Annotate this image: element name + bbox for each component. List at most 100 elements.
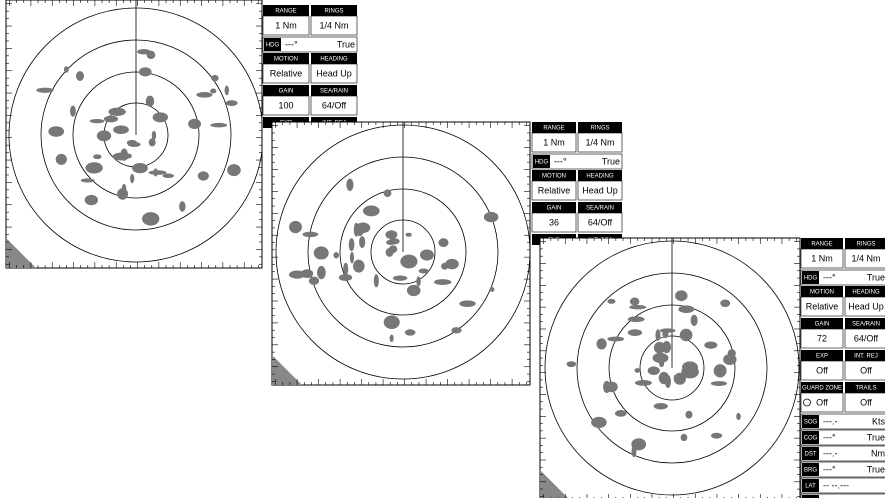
field-label-box: [802, 271, 819, 284]
field-value: ---°: [285, 39, 298, 49]
radar-echo: [96, 130, 112, 142]
radar-echo: [713, 364, 727, 378]
field-unit: True: [337, 39, 355, 49]
radar-echo: [566, 361, 577, 368]
header-text: EXP: [816, 354, 828, 360]
radar-echo: [132, 162, 148, 174]
radar-echo: [710, 381, 727, 386]
value-cell: [800, 328, 844, 349]
radar-echo: [631, 445, 637, 458]
radar-echo: [627, 329, 643, 336]
radar-echo: [685, 410, 693, 419]
value-cell: [310, 63, 358, 84]
header-text: RINGS: [856, 242, 875, 248]
radar-echo: [605, 381, 618, 393]
header-cell: [532, 122, 576, 133]
radar-echo: [459, 300, 476, 307]
header-text: INT. REJ: [854, 354, 878, 360]
radar-echo: [704, 341, 718, 349]
radar-echo: [392, 275, 408, 281]
field-row: [800, 413, 885, 430]
radar-box: [5, 0, 263, 269]
value-text: 72: [817, 333, 827, 343]
field-value: ---°: [823, 464, 836, 474]
radar-echo: [675, 290, 688, 302]
field-value: ---.-: [823, 416, 838, 426]
radar-echo: [673, 374, 682, 380]
field-row: [800, 493, 885, 498]
value-cell: [531, 180, 577, 201]
radar-echo: [313, 246, 329, 260]
radar-echo: [338, 274, 353, 281]
radar-echo: [188, 118, 202, 129]
value-cell: [800, 248, 844, 269]
radar-echo: [308, 276, 320, 285]
header-text: MOTION: [810, 290, 834, 296]
value-text: Relative: [538, 185, 571, 195]
value-text: 64/Off: [322, 100, 347, 110]
radar-echo: [634, 368, 641, 373]
value-text: 1/4 Nm: [319, 20, 348, 30]
radar-echo: [93, 154, 102, 160]
header-cell: [845, 382, 885, 393]
radar-echo: [70, 105, 76, 117]
value-cell: [531, 212, 577, 233]
radar-echo: [389, 334, 394, 343]
field-label: HDG: [266, 43, 280, 49]
radar-echo: [196, 92, 213, 98]
field-label: BRG: [804, 468, 817, 474]
value-cell: [310, 15, 358, 36]
field-label: DST: [805, 452, 817, 458]
radar-echo: [406, 258, 412, 263]
radar-echo: [681, 365, 699, 379]
radar-echo: [108, 107, 126, 116]
field-row: [800, 477, 885, 494]
radar-echo: [348, 238, 355, 252]
radar-box: [539, 237, 801, 498]
header-text: HEADING: [320, 57, 348, 63]
radar-echo: [89, 118, 105, 124]
value-text: Head Up: [582, 185, 618, 195]
radar-display: RANGE RINGS 1 Nm 1/4 Nm HDG ---° True MOTION HEA…: [5, 0, 358, 269]
header-cell: [578, 170, 622, 181]
value-text: 36: [549, 217, 559, 227]
radar-echo: [416, 276, 421, 287]
radar-echo: [385, 230, 398, 240]
value-text: 1 Nm: [543, 137, 565, 147]
radar-echo: [615, 409, 627, 417]
radar-echo: [127, 141, 141, 148]
radar-echo: [359, 236, 366, 248]
value-text: 1 Nm: [811, 253, 833, 263]
guard-icon: [803, 398, 811, 407]
value-cell: [800, 296, 844, 317]
header-cell: [801, 286, 843, 297]
field-value: ---.-: [823, 448, 838, 458]
header-cell: [311, 85, 357, 96]
field-label: LAT: [805, 484, 816, 490]
radar-echo: [130, 173, 135, 184]
header-text: RANGE: [543, 126, 564, 132]
radar-echo: [662, 329, 669, 339]
radar-echo: [289, 220, 302, 234]
value-text: Off: [860, 397, 872, 407]
radar-echo: [145, 95, 155, 107]
value-cell: [577, 180, 623, 201]
value-text: Off: [816, 397, 828, 407]
radar-echo: [162, 173, 175, 179]
header-cell: [532, 202, 576, 213]
field-label-box: [802, 495, 819, 498]
radar-echo: [63, 66, 69, 73]
radar-scope: [6, 0, 262, 268]
header-text: MOTION: [542, 174, 566, 180]
header-cell: [578, 202, 622, 213]
value-cell: [531, 132, 577, 153]
radar-display: RANGE RINGS 1 Nm 1/4 Nm HDG ---° True MOTION HEA…: [539, 237, 885, 498]
field-value: ---°: [554, 156, 567, 166]
header-text: HEADING: [852, 290, 880, 296]
radar-echo: [210, 122, 228, 128]
header-text: GUARD ZONE: [802, 386, 842, 392]
header-cell: [801, 350, 843, 361]
radar-echo: [383, 315, 400, 330]
radar-echo: [652, 352, 669, 364]
value-cell: [844, 296, 885, 317]
